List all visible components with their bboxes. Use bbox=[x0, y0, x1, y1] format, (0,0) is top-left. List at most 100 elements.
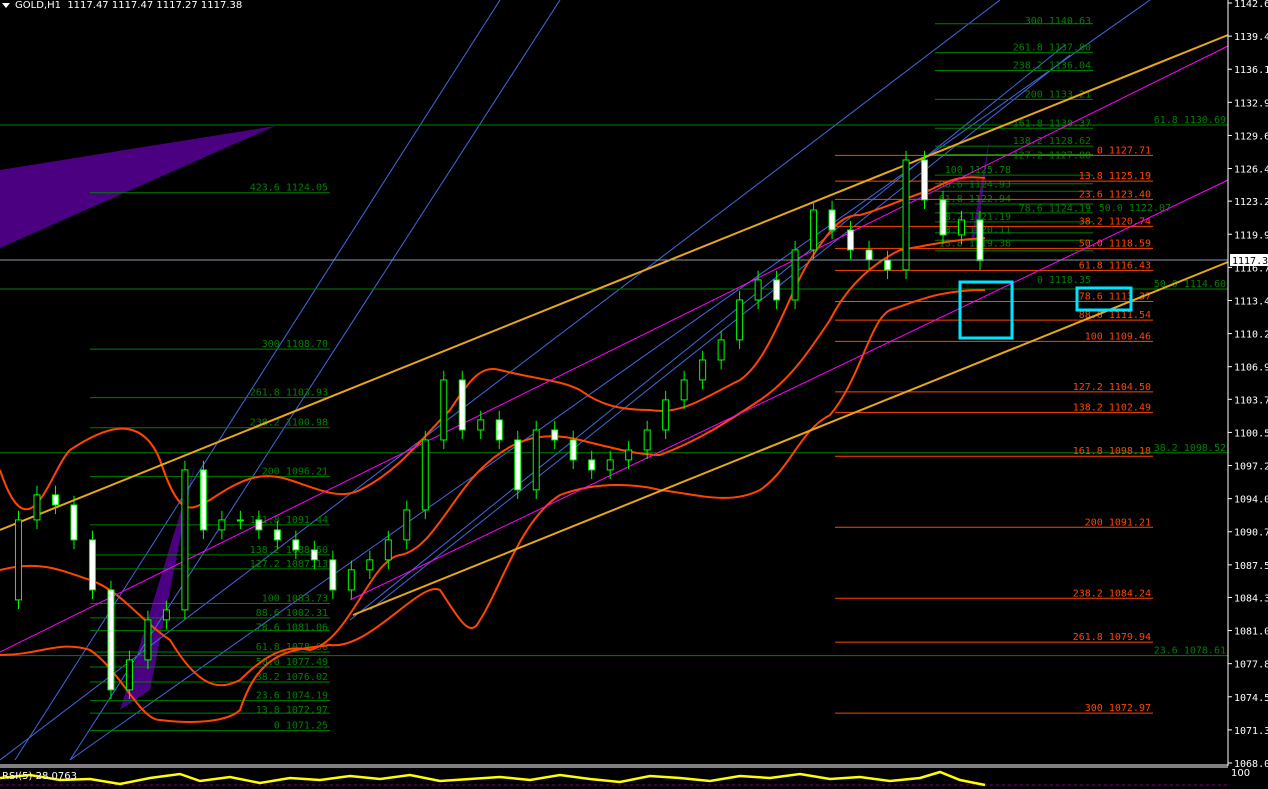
candle bbox=[976, 210, 984, 270]
candle bbox=[162, 600, 170, 630]
candle bbox=[366, 550, 374, 580]
candle bbox=[569, 430, 577, 470]
axis-tick-label: 1097.27 bbox=[1234, 462, 1268, 473]
candle-body bbox=[939, 199, 947, 236]
fib-orange-label: 78.6 1113.37 bbox=[1079, 291, 1151, 302]
fib-left-label: 0 1071.25 bbox=[274, 721, 328, 732]
fib-orange-label: 200 1091.21 bbox=[1085, 517, 1151, 528]
fib-orange-label: 238.2 1084.24 bbox=[1073, 588, 1151, 599]
axis-tick-label: 1068.07 bbox=[1234, 759, 1268, 770]
candle-body bbox=[495, 419, 503, 441]
candle bbox=[939, 190, 947, 245]
current-price-box bbox=[1230, 254, 1268, 266]
candle-body bbox=[403, 509, 411, 541]
candle bbox=[643, 420, 651, 460]
fib-orange-label: 100 1109.46 bbox=[1085, 331, 1151, 342]
fib-right-label: 23.6 1120.11 bbox=[939, 225, 1011, 236]
fib-right-label: 88.6 1124.93 bbox=[939, 180, 1011, 191]
candle-body bbox=[532, 429, 540, 491]
candle-body bbox=[218, 519, 226, 531]
fib-orange-label: 23.6 1123.40 bbox=[1079, 189, 1151, 200]
candle bbox=[958, 210, 966, 245]
candle-body bbox=[588, 459, 596, 471]
fib-left-label: 38.2 1076.02 bbox=[256, 672, 328, 683]
candle-body bbox=[384, 539, 392, 561]
channel-lower bbox=[352, 261, 1229, 616]
axis-tick-label: 1116.72 bbox=[1234, 263, 1268, 274]
candle-body bbox=[199, 469, 207, 531]
blue-trendline bbox=[14, 0, 501, 761]
fib-right-label: 38.2 1121.19 bbox=[939, 212, 1011, 223]
channel-upper bbox=[0, 34, 1229, 531]
blue-trendline bbox=[69, 0, 561, 761]
axis-tick-label: 1132.92 bbox=[1234, 98, 1268, 109]
rsi-line bbox=[0, 770, 986, 787]
symbol: GOLD,H1 bbox=[15, 0, 61, 11]
fib-long-label: 23.6 1078.61 bbox=[1154, 646, 1226, 657]
candle bbox=[606, 450, 614, 480]
candle-body bbox=[754, 279, 762, 301]
magenta-line bbox=[0, 45, 1229, 653]
candle bbox=[551, 420, 559, 450]
candle-body bbox=[440, 379, 448, 441]
candle-body bbox=[236, 519, 244, 522]
fib-right-label: 300 1140.63 bbox=[1025, 16, 1091, 27]
candle-body bbox=[51, 494, 59, 506]
fib-orange-label: 161.8 1098.18 bbox=[1073, 446, 1151, 457]
candle bbox=[717, 330, 725, 370]
fib-right-label: 127.2 1127.80 bbox=[1013, 150, 1091, 161]
candle-body bbox=[477, 419, 485, 431]
fib-left-label: 61.8 1078.96 bbox=[256, 642, 328, 653]
fib-orange-label: 61.8 1116.43 bbox=[1079, 260, 1151, 271]
candle-body bbox=[643, 429, 651, 451]
candle bbox=[495, 410, 503, 450]
candle-body bbox=[736, 299, 744, 341]
purple-triangle bbox=[970, 135, 990, 245]
candle bbox=[403, 500, 411, 550]
fib-orange-label: 300 1072.97 bbox=[1085, 703, 1151, 714]
candle bbox=[218, 510, 226, 540]
candle bbox=[532, 420, 540, 500]
blue-trendline bbox=[369, 54, 1071, 611]
candle bbox=[199, 460, 207, 540]
current-price-label: 1117.38 bbox=[1232, 256, 1268, 267]
candle-body bbox=[791, 249, 799, 301]
candle-body bbox=[921, 159, 929, 201]
axis-tick-label: 1081.07 bbox=[1234, 627, 1268, 638]
highlight-box bbox=[958, 280, 1014, 340]
quote: 1117.47 1117.47 1117.27 1117.38 bbox=[67, 0, 243, 11]
purple-triangles bbox=[0, 126, 990, 710]
candle-body bbox=[551, 429, 559, 441]
bollinger-bands bbox=[0, 176, 986, 723]
blue-trendlines bbox=[0, 0, 1151, 761]
rsi-label: RSI(5) 28.0763 bbox=[2, 771, 77, 782]
candle-body bbox=[421, 439, 429, 511]
fib-left-label: 161.8 1091.44 bbox=[250, 515, 328, 526]
axis-tick-label: 1100.52 bbox=[1234, 428, 1268, 439]
candle-body bbox=[810, 209, 818, 251]
fib-left-label: 23.6 1074.19 bbox=[256, 691, 328, 702]
fib-orange-label: 38.2 1120.74 bbox=[1079, 216, 1151, 227]
dropdown-triangle-icon[interactable] bbox=[2, 2, 10, 8]
candle-body bbox=[88, 539, 96, 591]
candle-body bbox=[181, 469, 189, 611]
fib-left-label: 100 1083.73 bbox=[262, 593, 328, 604]
candle bbox=[921, 150, 929, 210]
candle bbox=[329, 550, 337, 600]
candle bbox=[181, 460, 189, 620]
candle bbox=[51, 485, 59, 515]
fib-right-label: 78.6 1124.19 bbox=[1019, 203, 1091, 214]
fib-orange-label: 50.0 1118.59 bbox=[1079, 238, 1151, 249]
candle-body bbox=[569, 439, 577, 461]
price-axis[interactable]: 1142.67 1139.42 1136.17 1132.92 1129.67 1126.… bbox=[1227, 0, 1268, 770]
candle bbox=[273, 520, 281, 550]
axis-tick-label: 1129.67 bbox=[1234, 131, 1268, 142]
candle bbox=[588, 450, 596, 480]
candle bbox=[477, 410, 485, 440]
candle-body bbox=[773, 279, 781, 301]
candle bbox=[791, 240, 799, 310]
fib-long-label: 61.8 1130.69 bbox=[1154, 115, 1226, 126]
candle-body bbox=[902, 159, 910, 271]
candle-body bbox=[347, 569, 355, 591]
